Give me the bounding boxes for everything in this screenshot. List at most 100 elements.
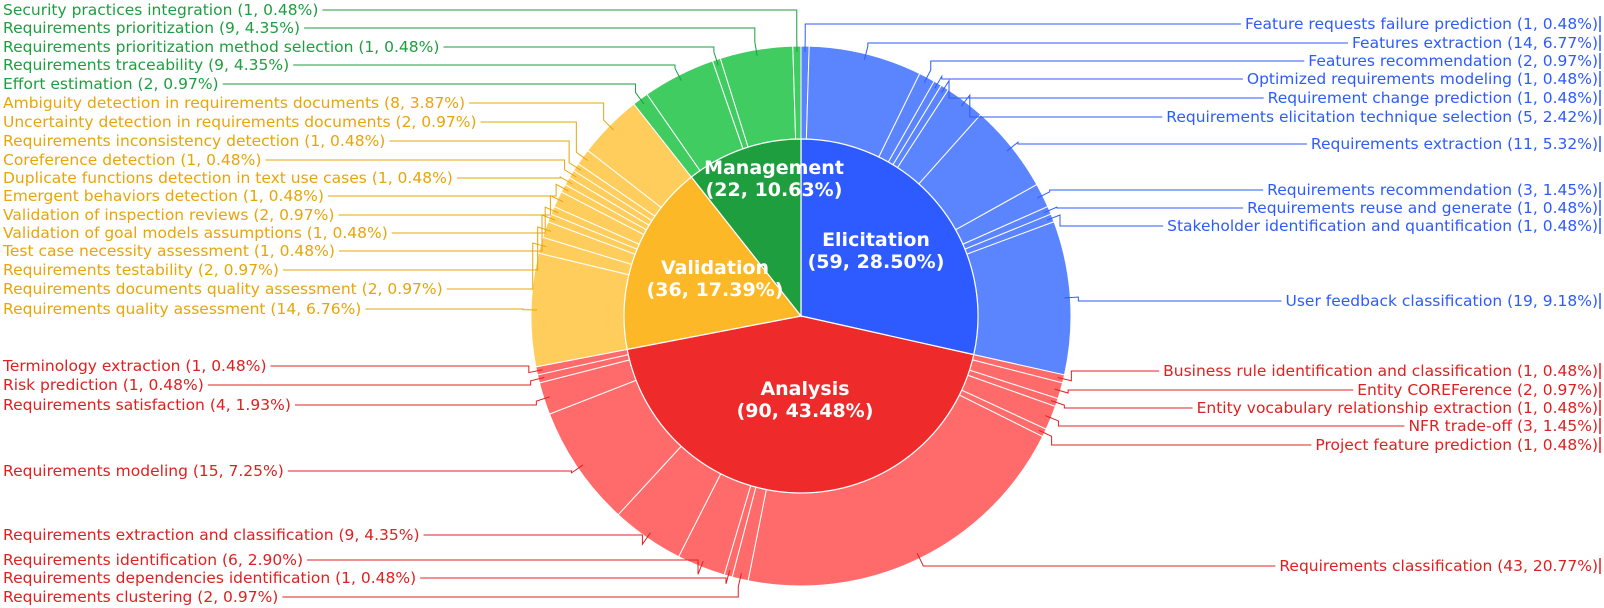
outer-label-risk-prediction: Risk prediction (1, 0.48%) bbox=[3, 376, 204, 394]
leader-line-nfr-trade-off bbox=[1045, 415, 1405, 427]
leader-line-emergent-behaviors-detection bbox=[327, 183, 569, 197]
outer-label-requirements-traceability: Requirements traceability (9, 4.35%) bbox=[3, 56, 289, 74]
leader-line-requirements-identification bbox=[307, 559, 704, 575]
leader-line-project-feature-prediction bbox=[1038, 429, 1312, 446]
leader-line-requirements-recommendation bbox=[1036, 189, 1264, 199]
outer-label-ambiguity-detection-in-requirements-documents: Ambiguity detection in requirements docu… bbox=[3, 94, 465, 112]
inner-labels: Elicitation(59, 28.50%) Analysis(90, 43.4… bbox=[647, 157, 945, 422]
leader-line-ambiguity-detection-in-requirements-documents bbox=[469, 102, 614, 131]
leader-line-requirements-testability bbox=[282, 226, 552, 271]
leader-line-requirements-classification bbox=[916, 552, 1276, 567]
leader-line-uncertainty-detection-in-requirements-documents bbox=[480, 121, 588, 161]
outer-label-coreference-detection: Coreference detection (1, 0.48%) bbox=[3, 151, 261, 169]
leader-line-requirements-clustering bbox=[282, 573, 742, 598]
leader-line-requirements-modeling bbox=[287, 464, 584, 474]
outer-label-duplicate-functions-detection-in-text-use-cases: Duplicate functions detection in text us… bbox=[3, 169, 453, 187]
leader-line-entity-coreference bbox=[1054, 388, 1354, 394]
inner-label-management: Management bbox=[704, 157, 844, 179]
outer-label-requirements-elicitation-technique-selection: Requirements elicitation technique selec… bbox=[1166, 108, 1598, 126]
leader-line-requirements-dependencies-identification bbox=[420, 570, 731, 584]
outer-label-requirements-recommendation: Requirements recommendation (3, 1.45%) bbox=[1267, 181, 1598, 199]
inner-ring bbox=[623, 138, 979, 494]
outer-label-requirements-dependencies-identification: Requirements dependencies identification… bbox=[3, 569, 416, 587]
leader-line-requirements-inconsistency-detection bbox=[389, 140, 582, 171]
outer-label-requirements-documents-quality-assessment: Requirements documents quality assessmen… bbox=[3, 280, 443, 298]
leader-line-requirements-quality-assessment bbox=[365, 308, 538, 311]
outer-label-features-recommendation: Features recommendation (2, 0.97%) bbox=[1308, 52, 1598, 70]
leader-line-validation-of-inspection-reviews bbox=[338, 194, 564, 216]
leader-line-duplicate-functions-detection-in-text-use-cases bbox=[456, 176, 573, 185]
outer-label-features-extraction: Features extraction (14, 6.77%) bbox=[1352, 34, 1598, 52]
outer-label-requirements-classification: Requirements classification (43, 20.77%) bbox=[1279, 557, 1598, 575]
outer-label-business-rule-identification-and-classification: Business rule identification and classif… bbox=[1163, 362, 1598, 380]
leader-line-requirements-prioritization bbox=[304, 27, 758, 56]
inner-slice-management bbox=[690, 138, 802, 318]
leader-line-business-rule-identification-and-classification bbox=[1057, 370, 1160, 382]
leader-line-requirements-prioritization-method-selection bbox=[443, 46, 719, 66]
outer-label-project-feature-prediction: Project feature prediction (1, 0.48%) bbox=[1315, 436, 1598, 454]
outer-label-requirements-quality-assessment: Requirements quality assessment (14, 6.7… bbox=[3, 300, 361, 318]
outer-label-feature-requests-failure-prediction: Feature requests failure prediction (1, … bbox=[1245, 15, 1598, 33]
outer-label-requirements-identification: Requirements identification (6, 2.90%) bbox=[3, 551, 303, 569]
outer-label-requirements-reuse-and-generate: Requirements reuse and generate (1, 0.48… bbox=[1247, 199, 1598, 217]
leader-line-entity-vocabulary-relationship-extraction bbox=[1050, 400, 1193, 409]
leader-lines bbox=[207, 9, 1601, 598]
leader-line-requirements-extraction bbox=[1006, 141, 1307, 152]
outer-label-test-case-necessity-assessment: Test case necessity assessment (1, 0.48%… bbox=[2, 242, 335, 260]
outer-label-entity-coreference: Entity COREFerence (2, 0.97%) bbox=[1357, 381, 1598, 399]
inner-slice-elicitation bbox=[800, 138, 979, 356]
inner-sublabel-elicitation: (59, 28.50%) bbox=[808, 251, 945, 273]
outer-label-uncertainty-detection-in-requirements-documents: Uncertainty detection in requirements do… bbox=[3, 113, 477, 131]
leader-line-optimized-requirements-modeling bbox=[934, 74, 1243, 89]
outer-label-requirements-testability: Requirements testability (2, 0.97%) bbox=[3, 261, 279, 279]
leader-line-requirements-extraction-and-classification bbox=[423, 532, 651, 546]
inner-label-validation: Validation bbox=[661, 257, 769, 279]
leader-line-requirements-traceability bbox=[293, 64, 682, 81]
outer-label-requirements-inconsistency-detection: Requirements inconsistency detection (1,… bbox=[3, 132, 385, 150]
leader-line-user-feedback-classification bbox=[1064, 296, 1282, 302]
outer-label-security-practices-integration: Security practices integration (1, 0.48%… bbox=[3, 1, 318, 19]
outer-label-validation-of-goal-models-assumptions: Validation of goal models assumptions (1… bbox=[3, 224, 388, 242]
outer-label-terminology-extraction: Terminology extraction (1, 0.48%) bbox=[2, 357, 267, 375]
leader-line-effort-estimation bbox=[222, 83, 645, 105]
inner-sublabel-analysis: (90, 43.48%) bbox=[737, 400, 874, 422]
leader-line-coreference-detection bbox=[265, 159, 577, 178]
leader-line-terminology-extraction bbox=[270, 365, 543, 374]
outer-label-requirements-prioritization: Requirements prioritization (9, 4.35%) bbox=[3, 19, 300, 37]
leader-line-features-extraction bbox=[863, 42, 1348, 60]
leader-line-risk-prediction bbox=[207, 377, 545, 386]
leader-line-stakeholder-identification-and-quantification bbox=[1046, 214, 1164, 227]
outer-label-requirements-prioritization-method-selection: Requirements prioritization method selec… bbox=[3, 38, 439, 56]
leader-line-requirements-elicitation-technique-selection bbox=[960, 93, 1163, 118]
leader-line-requirement-change-prediction bbox=[941, 78, 1264, 99]
outer-label-entity-vocabulary-relationship-extraction: Entity vocabulary relationship extractio… bbox=[1197, 399, 1598, 417]
leader-line-requirements-reuse-and-generate bbox=[1043, 206, 1244, 214]
outer-label-requirements-extraction-and-classification: Requirements extraction and classificati… bbox=[3, 526, 420, 544]
leader-line-validation-of-goal-models-assumptions bbox=[391, 206, 559, 234]
inner-slice-validation bbox=[623, 176, 803, 351]
outer-label-nfr-trade-off: NFR trade-off (3, 1.45%) bbox=[1408, 417, 1598, 435]
outer-ring bbox=[530, 45, 1072, 587]
outer-label-requirements-modeling: Requirements modeling (15, 7.25%) bbox=[3, 462, 284, 480]
leader-line-feature-requests-failure-prediction bbox=[804, 23, 1241, 53]
inner-label-analysis: Analysis bbox=[760, 378, 849, 400]
outer-label-effort-estimation: Effort estimation (2, 0.97%) bbox=[3, 75, 219, 93]
outer-label-stakeholder-identification-and-quantification: Stakeholder identification and quantific… bbox=[1167, 217, 1598, 235]
inner-sublabel-validation: (36, 17.39%) bbox=[647, 279, 784, 301]
leader-line-requirements-documents-quality-assessment bbox=[446, 242, 547, 290]
outer-label-requirements-clustering: Requirements clustering (2, 0.97%) bbox=[3, 588, 278, 606]
outer-label-validation-of-inspection-reviews: Validation of inspection reviews (2, 0.9… bbox=[3, 206, 334, 224]
inner-sublabel-management: (22, 10.63%) bbox=[706, 179, 843, 201]
inner-label-elicitation: Elicitation bbox=[822, 229, 930, 251]
outer-label-optimized-requirements-modeling: Optimized requirements modeling (1, 0.48… bbox=[1247, 70, 1598, 88]
inner-slice-analysis bbox=[626, 315, 975, 494]
leader-line-requirements-satisfaction bbox=[294, 396, 550, 406]
outer-label-user-feedback-classification: User feedback classification (19, 9.18%) bbox=[1286, 292, 1598, 310]
outer-label-requirements-extraction: Requirements extraction (11, 5.32%) bbox=[1311, 135, 1598, 153]
leader-line-features-recommendation bbox=[923, 60, 1305, 83]
leader-line-security-practices-integration bbox=[322, 9, 798, 53]
outer-label-requirement-change-prediction: Requirement change prediction (1, 0.48%) bbox=[1268, 89, 1598, 107]
outer-label-emergent-behaviors-detection: Emergent behaviors detection (1, 0.48%) bbox=[3, 187, 324, 205]
